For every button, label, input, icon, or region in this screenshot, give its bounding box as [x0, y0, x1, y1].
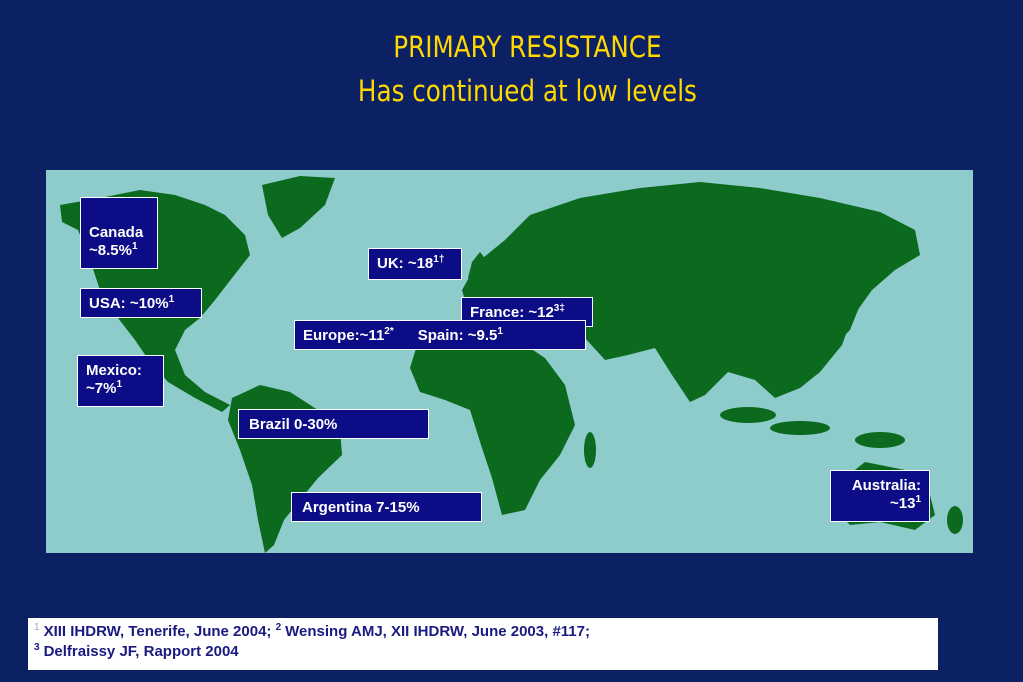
footnote-text: XIII IHDRW, Tenerife, June 2004; — [43, 623, 272, 640]
brazil-label: Brazil 0-30% — [238, 409, 429, 439]
label-text: Argentina 7-15% — [302, 499, 420, 516]
footnote-ref: 1 — [34, 622, 40, 633]
label-value: ~13 — [889, 495, 916, 512]
label-ref: 2* — [384, 326, 394, 337]
canada-label: Canada ~8.5%1 — [80, 197, 158, 269]
label-value: ~7% — [86, 380, 117, 397]
label-ref: 1 — [131, 241, 138, 252]
label-ref: 3‡ — [553, 303, 565, 314]
europe-spain-label: Europe:~112* Spain: ~9.51 — [294, 320, 586, 350]
usa-label: USA: ~10%1 — [80, 288, 202, 318]
australia-label: Australia: ~131 — [830, 470, 930, 522]
label-text: France: ~12 — [470, 304, 554, 321]
argentina-label: Argentina 7-15% — [291, 492, 482, 522]
label-text: UK: ~18 — [377, 255, 434, 272]
label-name: Canada — [89, 224, 144, 241]
label-text: USA: ~10% — [89, 295, 169, 312]
footnote: 1 XIII IHDRW, Tenerife, June 2004; 2 Wensi… — [28, 618, 938, 670]
label-ref: 1 — [497, 326, 503, 337]
label-text: Brazil 0-30% — [249, 416, 338, 433]
label-value: ~8.5% — [89, 242, 132, 259]
slide-subtitle: Has continued at low levels — [357, 74, 697, 108]
slide-title: PRIMARY RESISTANCE — [393, 30, 662, 64]
label-ref: 1 — [168, 294, 175, 305]
footnote-ref: 3 — [34, 642, 40, 653]
label-name: Mexico: — [86, 362, 142, 379]
label-ref: 1 — [915, 494, 921, 505]
label-text: Spain: ~9.5 — [417, 327, 498, 344]
label-text: Europe:~11 — [303, 327, 385, 344]
label-ref: 1 — [116, 379, 123, 390]
mexico-label: Mexico: ~7%1 — [77, 355, 164, 407]
label-name: Australia: — [851, 477, 921, 494]
uk-label: UK: ~181† — [368, 248, 462, 280]
footnote-text: Delfraissy JF, Rapport 2004 — [43, 643, 239, 660]
label-ref: 1† — [433, 254, 445, 265]
footnote-text: Wensing AMJ, XII IHDRW, June 2003, #117; — [285, 623, 590, 640]
footnote-ref: 2 — [275, 622, 282, 633]
